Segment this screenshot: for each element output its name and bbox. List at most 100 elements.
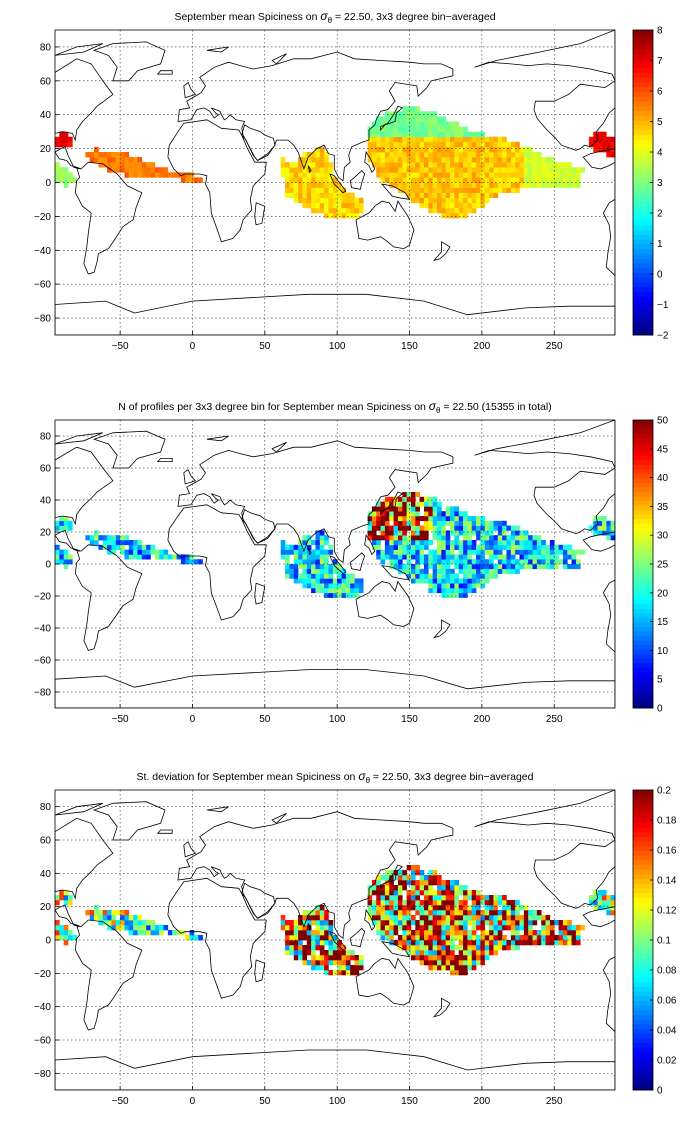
- data-cell: [389, 940, 394, 946]
- data-cell: [419, 890, 425, 896]
- colorbar-segment: [633, 564, 653, 569]
- data-cell: [471, 525, 477, 531]
- data-cell: [441, 544, 446, 550]
- data-cell: [397, 501, 403, 507]
- data-cell: [423, 157, 429, 163]
- data-cell: [337, 573, 342, 579]
- data-cell: [467, 540, 473, 546]
- data-cell: [463, 131, 468, 138]
- data-cell: [376, 121, 381, 127]
- data-cell: [393, 126, 399, 132]
- data-cell: [163, 172, 169, 178]
- data-cell: [441, 573, 446, 579]
- data-cell: [120, 925, 125, 931]
- data-cell: [59, 516, 64, 522]
- data-cell: [419, 875, 425, 881]
- data-cell: [541, 157, 546, 163]
- data-cell: [124, 167, 130, 173]
- data-cell: [402, 568, 407, 574]
- colorbar-segment: [633, 963, 653, 969]
- data-cell: [328, 207, 334, 214]
- data-cell: [445, 202, 451, 209]
- data-cell: [384, 520, 390, 526]
- data-cell: [415, 516, 420, 522]
- data-cell: [437, 520, 442, 526]
- data-cell: [432, 895, 438, 901]
- data-cell: [285, 187, 290, 193]
- data-cell: [146, 162, 151, 168]
- data-cell: [324, 207, 329, 214]
- data-cell: [441, 167, 446, 173]
- data-cell: [332, 592, 338, 598]
- data-cell: [406, 564, 412, 570]
- data-cell: [510, 544, 516, 550]
- data-cell: [154, 167, 160, 173]
- colorbar-segment: [633, 96, 653, 102]
- data-cell: [441, 187, 446, 193]
- coastline: [271, 442, 287, 453]
- data-cell: [463, 559, 468, 565]
- data-cell: [371, 506, 377, 512]
- data-cell: [402, 525, 407, 531]
- data-cell: [502, 935, 507, 941]
- data-cell: [371, 141, 377, 148]
- data-cell: [502, 910, 507, 916]
- data-cell: [423, 900, 429, 906]
- data-cell: [324, 573, 329, 579]
- data-cell: [493, 930, 499, 936]
- data-cell: [471, 900, 477, 906]
- data-cell: [358, 583, 364, 589]
- data-cell: [332, 578, 338, 584]
- data-cell: [311, 187, 316, 193]
- data-cell: [298, 940, 303, 946]
- data-cell: [467, 955, 473, 961]
- data-cell: [471, 950, 477, 956]
- data-cell: [315, 588, 321, 594]
- data-cell: [510, 177, 516, 183]
- data-cell: [280, 920, 286, 926]
- data-cell: [536, 930, 542, 936]
- data-cell: [428, 167, 433, 173]
- data-cell: [423, 187, 429, 193]
- data-cell: [402, 885, 407, 891]
- data-cell: [410, 554, 416, 560]
- data-cell: [371, 885, 377, 891]
- data-cell: [63, 890, 69, 896]
- data-cell: [397, 535, 403, 541]
- data-cell: [458, 525, 464, 531]
- data-cell: [55, 177, 60, 183]
- data-cell: [306, 182, 312, 188]
- data-cell: [588, 895, 594, 901]
- colorbar-segment: [633, 306, 653, 312]
- data-cell: [575, 182, 581, 188]
- colorbar-segment: [633, 244, 653, 250]
- data-cell: [467, 182, 473, 188]
- data-cell: [445, 568, 451, 574]
- data-cell: [406, 525, 412, 531]
- data-cell: [454, 213, 460, 219]
- data-cell: [437, 568, 442, 574]
- data-cell: [111, 915, 117, 921]
- coastline: [349, 170, 366, 190]
- data-cell: [389, 540, 394, 546]
- data-cell: [549, 549, 555, 555]
- data-cell: [345, 197, 351, 204]
- data-cell: [463, 885, 468, 891]
- data-cell: [389, 544, 394, 550]
- data-cell: [311, 554, 316, 560]
- data-cell: [454, 925, 460, 931]
- data-cell: [445, 152, 451, 158]
- data-cell: [493, 177, 499, 183]
- data-cell: [324, 549, 329, 555]
- data-cell: [458, 167, 464, 173]
- data-cell: [484, 540, 490, 546]
- data-cell: [471, 187, 477, 193]
- colorbar-segment: [633, 120, 653, 126]
- colorbar-segment: [633, 39, 653, 45]
- data-cell: [428, 111, 433, 117]
- data-cell: [345, 588, 351, 594]
- data-cell: [437, 965, 442, 971]
- colorbar-segment: [633, 541, 653, 547]
- data-cell: [124, 152, 130, 158]
- data-cell: [358, 960, 364, 966]
